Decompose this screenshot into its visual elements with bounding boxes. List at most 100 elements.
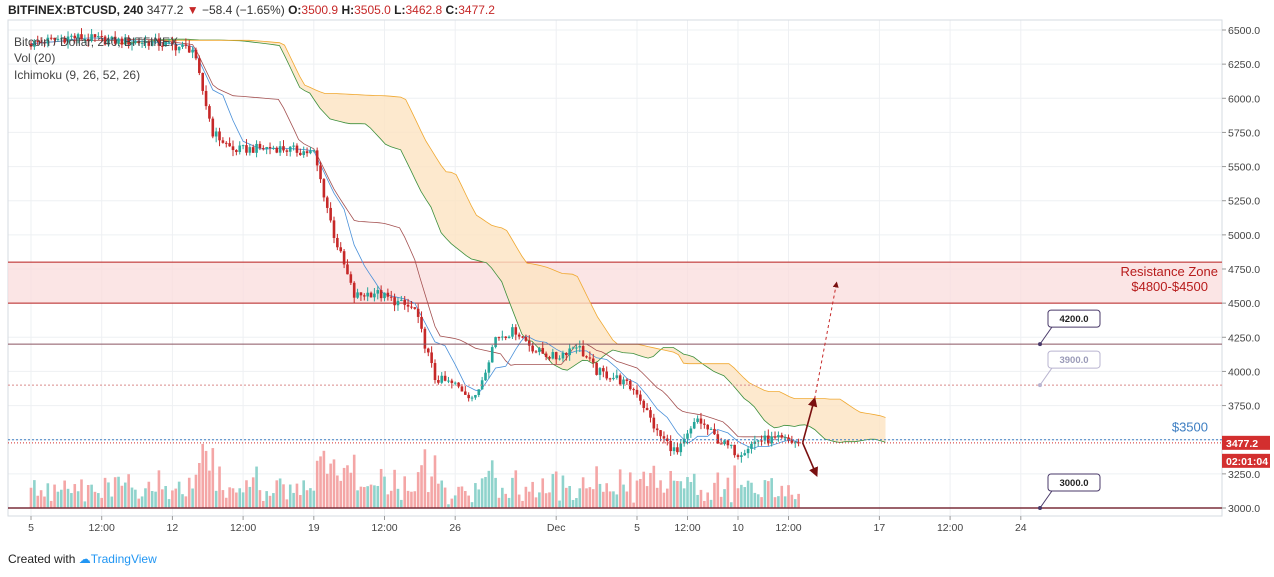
close-value: 3477.2 bbox=[458, 3, 495, 17]
volume-bar bbox=[265, 491, 268, 508]
volume-bar bbox=[517, 494, 521, 508]
candle-body bbox=[783, 437, 787, 439]
candle-body bbox=[272, 147, 275, 149]
candle-body bbox=[561, 353, 565, 359]
candle-body bbox=[777, 435, 780, 438]
volume-bar bbox=[743, 487, 747, 508]
candle-body bbox=[447, 380, 450, 382]
candle-body bbox=[612, 377, 615, 380]
price-axis[interactable]: 6500.0 6250.0 6000.0 5750.0 5500.0 5250.0 5000… bbox=[1222, 25, 1270, 515]
down-arrow-icon: ▼ bbox=[186, 3, 199, 17]
x-tick-label: 24 bbox=[1015, 522, 1027, 534]
candle-body bbox=[541, 348, 545, 354]
candle-body bbox=[686, 433, 689, 439]
candle-body bbox=[760, 440, 763, 442]
volume-bar bbox=[221, 490, 225, 508]
volume-bar bbox=[228, 487, 231, 508]
forecast-arrows bbox=[801, 281, 839, 477]
candle-body bbox=[655, 428, 659, 431]
level-3900-label-box bbox=[1047, 350, 1101, 369]
volume-bar bbox=[659, 480, 662, 508]
tradingview-brand[interactable]: TradingView bbox=[90, 552, 157, 566]
candle-body bbox=[507, 336, 511, 339]
volume-bar bbox=[278, 478, 282, 508]
time-axis[interactable]: 5 12:00 12 12:00 19 12:00 26 Dec 5 12:00 10 12:00 17… bbox=[28, 516, 1027, 534]
volume-bar bbox=[359, 486, 363, 508]
candle-body bbox=[110, 36, 114, 40]
candle-body bbox=[43, 42, 46, 44]
candle-body bbox=[336, 237, 339, 248]
volume-bar bbox=[140, 496, 144, 508]
candle-body bbox=[501, 336, 504, 338]
candle-body bbox=[282, 146, 285, 151]
close-label: C: bbox=[445, 3, 459, 17]
volume-bar bbox=[110, 496, 114, 508]
level-4200-label: 4200.0 bbox=[1059, 314, 1088, 325]
series-legend[interactable]: Bitcoin / Dollar, 240, BITFINEX bbox=[14, 35, 179, 49]
candle-body bbox=[245, 145, 248, 153]
volume-bar bbox=[83, 501, 87, 508]
candle-body bbox=[147, 41, 151, 46]
candle-body bbox=[322, 179, 326, 198]
y-tick-label: 4500.0 bbox=[1228, 298, 1260, 310]
volume-bar bbox=[672, 480, 676, 508]
volume-bar bbox=[538, 492, 541, 508]
candle-body bbox=[679, 443, 683, 453]
volume-bar bbox=[201, 443, 204, 508]
candle-body bbox=[457, 382, 460, 387]
candle-body bbox=[773, 436, 777, 438]
volume-bar bbox=[339, 480, 343, 508]
volume-legend[interactable]: Vol (20) bbox=[14, 51, 56, 65]
volume-bar bbox=[709, 499, 713, 508]
volume-bar bbox=[63, 480, 66, 508]
candle-body bbox=[325, 197, 329, 208]
candle-body bbox=[339, 247, 343, 252]
volume-bar bbox=[763, 480, 767, 508]
candle-body bbox=[787, 437, 790, 441]
volume-bar bbox=[248, 486, 252, 508]
volume-bar bbox=[272, 493, 275, 508]
y-tick-label: 5500.0 bbox=[1228, 162, 1260, 174]
candle-body bbox=[467, 394, 470, 399]
volume-bar bbox=[154, 491, 157, 508]
candle-body bbox=[494, 337, 497, 348]
candle-body bbox=[201, 72, 204, 91]
candle-body bbox=[464, 391, 467, 395]
candle-body bbox=[615, 375, 619, 378]
candle-body bbox=[214, 131, 218, 137]
candle-body bbox=[329, 207, 332, 221]
volume-bar bbox=[144, 488, 147, 508]
candle-body bbox=[497, 337, 501, 339]
volume-bar bbox=[49, 500, 53, 508]
volume-bar bbox=[521, 500, 524, 508]
volume-bar bbox=[36, 495, 40, 508]
volume-bar bbox=[120, 485, 124, 508]
candle-body bbox=[706, 424, 709, 430]
candle-body bbox=[696, 418, 699, 423]
candle-body bbox=[46, 37, 50, 44]
volume-bar bbox=[699, 489, 703, 508]
volume-bar bbox=[312, 490, 316, 508]
candle-body bbox=[154, 38, 157, 41]
volume-bar bbox=[349, 472, 353, 508]
candle-body bbox=[373, 293, 376, 298]
volume-bar bbox=[723, 489, 726, 508]
volume-bar bbox=[430, 476, 433, 508]
candle-body bbox=[53, 37, 56, 40]
y-tick-label: 4000.0 bbox=[1228, 366, 1260, 378]
candle-body bbox=[36, 40, 40, 42]
candle-body bbox=[359, 292, 363, 296]
candle-body bbox=[527, 340, 531, 346]
candle-body bbox=[346, 264, 349, 275]
symbol-name[interactable]: BITFINEX:BTCUSD, 240 bbox=[8, 3, 144, 17]
ichimoku-legend[interactable]: Ichimoku (9, 26, 52, 26) bbox=[14, 68, 141, 82]
candle-body bbox=[167, 41, 171, 43]
x-tick-label: 19 bbox=[308, 522, 320, 534]
volume-bar bbox=[726, 477, 730, 508]
y-tick-label: 3750.0 bbox=[1228, 401, 1260, 413]
candle-body bbox=[29, 43, 33, 47]
volume-bar bbox=[551, 474, 555, 508]
volume-bar bbox=[29, 487, 33, 508]
volume-bar bbox=[558, 500, 561, 508]
y-tick-label: 5250.0 bbox=[1228, 196, 1260, 208]
